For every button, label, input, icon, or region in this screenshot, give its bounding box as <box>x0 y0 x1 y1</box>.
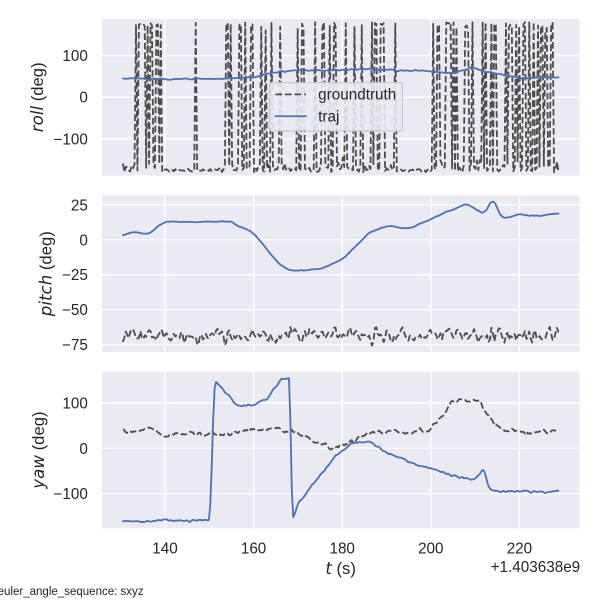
svg-text:y a w: y a w ( d e g ) <box>24 411 49 489</box>
svg-text:25: 25 <box>71 197 88 214</box>
svg-text:0: 0 <box>79 441 88 458</box>
svg-text:−25: −25 <box>62 267 88 284</box>
svg-text:100: 100 <box>62 48 87 65</box>
svg-text:p i t c: p i t c h ( d e g ) <box>32 231 57 317</box>
svg-text:220: 220 <box>507 541 532 558</box>
svg-text:200: 200 <box>418 541 443 558</box>
svg-text:140: 140 <box>152 541 177 558</box>
svg-text:−50: −50 <box>62 302 88 319</box>
svg-text:euler_angle_sequence: sxyz: euler_angle_sequence: sxyz <box>0 586 144 598</box>
svg-text:+1.403638e9: +1.403638e9 <box>491 559 581 576</box>
svg-text:−100: −100 <box>54 486 88 503</box>
svg-text:−100: −100 <box>54 131 88 148</box>
svg-text:groundtruth: groundtruth <box>318 87 396 104</box>
svg-text:r o l l: r o l l ( d e g ) <box>23 62 48 132</box>
svg-text:160: 160 <box>241 541 266 558</box>
svg-text:traj: traj <box>318 109 339 126</box>
svg-text:0: 0 <box>79 90 88 107</box>
svg-text:−75: −75 <box>62 337 88 354</box>
svg-text:100: 100 <box>62 395 87 412</box>
svg-text:0: 0 <box>79 232 88 249</box>
